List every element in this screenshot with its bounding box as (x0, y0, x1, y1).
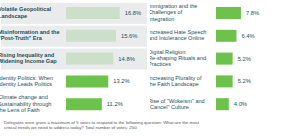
svg-text:5.2%: 5.2% (238, 78, 251, 84)
svg-text:4.0%: 4.0% (234, 101, 247, 107)
svg-text:11.2%: 11.2% (107, 101, 123, 107)
svg-text:Increasing Plurality ofthe Fai: Increasing Plurality ofthe Faith Landsca… (150, 75, 202, 87)
svg-text:Volatile GeopoliticalLandscape: Volatile GeopoliticalLandscape (8, 7, 51, 19)
svg-text:7.8%: 7.8% (246, 10, 259, 16)
svg-text:Identity Politics: WhenIdentit: Identity Politics: WhenIdentity Leads Po… (8, 75, 53, 87)
svg-text:6.4%: 6.4% (241, 33, 254, 39)
svg-text:Rising Inequality andWidening: Rising Inequality andWidening Income Gap (8, 52, 57, 64)
svg-text:5.2%: 5.2% (238, 56, 251, 62)
svg-text:Increased Hate Speechand Intol: Increased Hate Speechand Intolerance Onl… (150, 30, 206, 42)
svg-text:Climate change andSustainabili: Climate change andSustainability through… (8, 95, 52, 113)
svg-text:14.8%: 14.8% (118, 56, 134, 62)
svg-text:13.2%: 13.2% (113, 78, 129, 84)
svg-text:Rise of "Wokeism" and"Cancel": Rise of "Wokeism" and"Cancel" Culture (150, 98, 205, 110)
svg-text:16.8%: 16.8% (125, 10, 141, 16)
svg-text:Digital Religion:Re-shaping Ri: Digital Religion:Re-shaping Rituals andP… (150, 49, 206, 67)
svg-text:Immigration and theChallenges: Immigration and theChallenges ofIntegrat… (150, 4, 197, 22)
svg-text:15.6%: 15.6% (121, 33, 137, 39)
html-text:Delegates were given a maximum: Delegates were given a maximum of 5 vote… (4, 120, 199, 131)
svg-text:Misinformation and the"Post-Tr: Misinformation and the"Post-Truth" Era (8, 30, 60, 42)
